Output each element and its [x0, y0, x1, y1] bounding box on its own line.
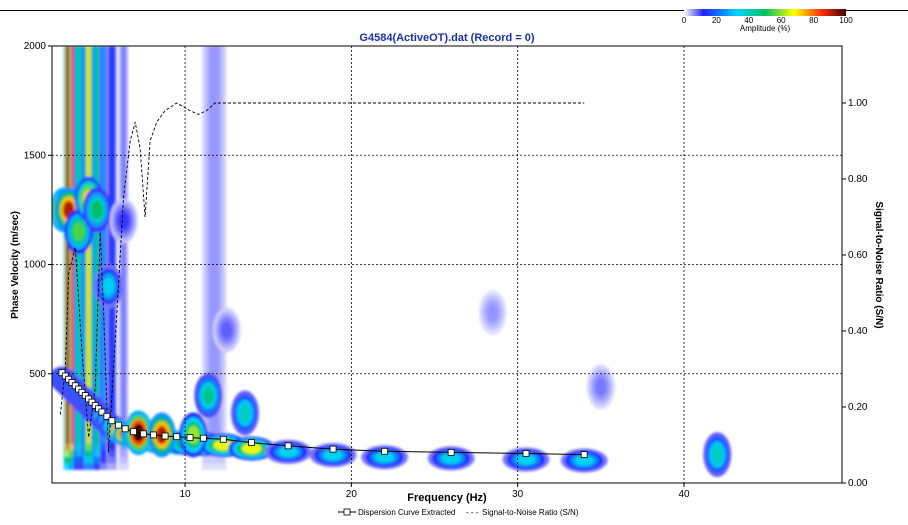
- heatmap-smooth: [52, 46, 732, 477]
- plot-area: [52, 46, 842, 483]
- heatmap-blob: [595, 377, 607, 396]
- dispersion-point: [173, 433, 181, 441]
- heatmap-blob: [91, 200, 103, 219]
- y2-tick-label: 0.20: [848, 402, 868, 413]
- dispersion-point: [115, 421, 122, 429]
- y-tick-label: 1000: [24, 260, 47, 271]
- heatmap-band: [95, 46, 99, 444]
- colorbar-tick-label: 40: [744, 16, 753, 25]
- y2-tick-label: 1.00: [848, 98, 868, 109]
- y2-tick-label: 0.80: [848, 174, 868, 185]
- y-tick-label: 2000: [24, 41, 47, 52]
- heatmap-blob: [487, 303, 499, 322]
- dispersion-point: [199, 434, 207, 442]
- y-axis-ticks: 500 1000 1500 2000: [24, 41, 52, 380]
- y2-axis-label: Signal-to-Noise Ratio (S/N): [873, 201, 884, 328]
- heatmap-blob: [221, 321, 233, 340]
- heatmap-ridge: [323, 449, 343, 461]
- chart-title: G4584(ActiveOT).dat (Record = 0): [359, 32, 534, 44]
- grid: [52, 46, 842, 483]
- colorbar-tick-label: 60: [777, 16, 786, 25]
- dispersion-point: [161, 432, 169, 440]
- heatmap-blob: [239, 404, 251, 423]
- y2-tick-label: 0.60: [848, 250, 868, 261]
- y2-tick-label: 0.40: [848, 326, 868, 337]
- dispersion-point: [150, 431, 157, 439]
- x-tick-label: 20: [346, 489, 358, 500]
- x-tick-label: 40: [678, 489, 690, 500]
- heatmap-ridge: [278, 446, 299, 458]
- dispersion-point: [248, 439, 255, 446]
- colorbar-tick-label: 20: [712, 16, 721, 25]
- heatmap-blob: [73, 222, 85, 241]
- legend-dispersion-label: Dispersion Curve Extracted: [358, 508, 455, 517]
- y-tick-label: 1500: [24, 150, 47, 161]
- legend-square-marker: [343, 508, 351, 516]
- colorbar-tick-label: 80: [809, 16, 818, 25]
- dispersion-point: [121, 425, 129, 433]
- x-tick-label: 30: [512, 489, 524, 500]
- dispersion-point: [522, 450, 530, 457]
- y2-axis-ticks: 0.00 0.20 0.40 0.60 0.80 1.00: [842, 98, 868, 489]
- heatmap-band: [102, 46, 105, 444]
- heatmap-ridge: [574, 455, 595, 466]
- y-tick-label: 500: [29, 369, 46, 380]
- dispersion-point: [98, 408, 106, 416]
- dispersion-point: [108, 417, 116, 425]
- dispersion-curve: [58, 369, 588, 458]
- colorbar-tick-label: 0: [682, 16, 687, 25]
- dispersion-point: [284, 442, 292, 450]
- dispersion-point: [580, 451, 588, 458]
- colorbar: [684, 9, 846, 16]
- colorbar-ticks: 0 20 40 60 80 100: [682, 16, 853, 25]
- legend-snr-label: Signal-to-Noise Ratio (S/N): [482, 508, 579, 517]
- heatmap-blob: [117, 211, 130, 230]
- dispersion-point: [140, 430, 147, 438]
- colorbar-label: Amplitude (%): [740, 24, 791, 33]
- heatmap-band: [110, 46, 114, 444]
- dispersion-point: [186, 434, 194, 441]
- colorbar-tick-label: 100: [839, 16, 853, 25]
- y-axis-label: Phase Velocity (m/sec): [10, 211, 21, 319]
- dispersion-point: [329, 445, 337, 453]
- heatmap-layer: [52, 46, 732, 477]
- x-tick-label: 10: [179, 489, 191, 500]
- legend: Dispersion Curve Extracted - - - Signal-…: [338, 508, 579, 517]
- legend-separator: - - -: [466, 508, 479, 517]
- heatmap-blob: [102, 277, 115, 296]
- dispersion-point: [130, 428, 137, 436]
- snr-line: [59, 102, 585, 453]
- heatmap-ridge: [516, 454, 536, 465]
- heatmap-ridge: [374, 451, 395, 463]
- heatmap-ridge: [441, 453, 462, 464]
- y2-tick-label: 0.00: [848, 478, 868, 489]
- dispersion-point: [219, 435, 227, 443]
- heatmap-ridge: [241, 443, 262, 454]
- heatmap-band: [209, 46, 219, 444]
- dispersion-point: [381, 447, 389, 455]
- heatmap-band: [121, 46, 126, 444]
- heatmap-blob: [202, 386, 214, 405]
- dispersion-point: [103, 412, 111, 420]
- heatmap-blob: [711, 445, 723, 464]
- x-axis-label: Frequency (Hz): [407, 492, 487, 504]
- x-axis-ticks: 10 20 30 40: [179, 483, 690, 500]
- dispersion-point: [447, 449, 455, 456]
